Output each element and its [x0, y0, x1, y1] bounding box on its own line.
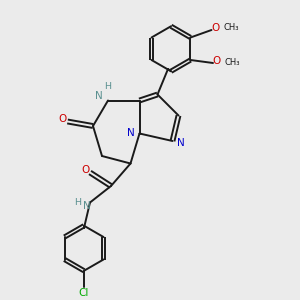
Text: CH₃: CH₃: [225, 58, 240, 67]
Text: N: N: [127, 128, 135, 139]
Text: N: N: [95, 91, 103, 101]
Text: Cl: Cl: [79, 288, 89, 298]
Text: O: O: [58, 114, 66, 124]
Text: N: N: [83, 201, 91, 211]
Text: H: H: [74, 198, 81, 207]
Text: CH₃: CH₃: [223, 22, 239, 32]
Text: O: O: [211, 22, 219, 33]
Text: N: N: [177, 138, 185, 148]
Text: O: O: [212, 56, 221, 67]
Text: O: O: [81, 165, 90, 175]
Text: H: H: [104, 82, 112, 91]
